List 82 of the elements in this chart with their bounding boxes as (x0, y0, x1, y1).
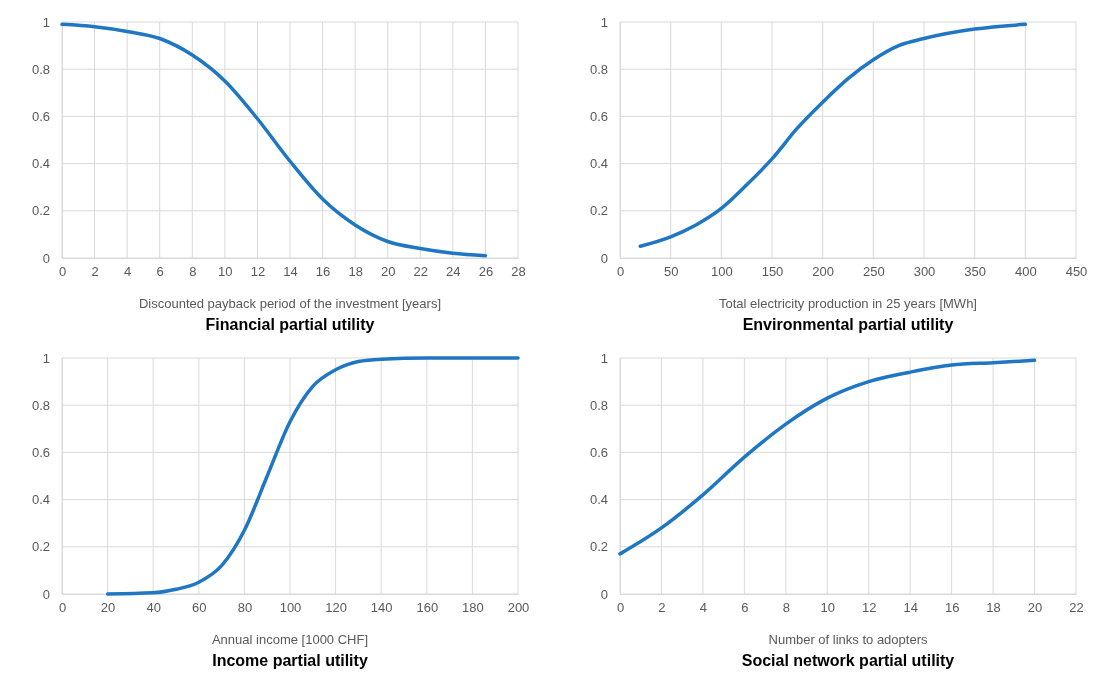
x-tick-label: 200 (812, 264, 835, 280)
x-tick-label: 120 (325, 600, 347, 616)
y-tick-label: 0 (42, 250, 50, 266)
y-tick-label: 0.8 (589, 397, 608, 413)
x-tick-label: 350 (964, 264, 987, 280)
x-tick-label: 80 (237, 600, 253, 616)
y-tick-label: 0 (600, 250, 608, 266)
line-series (638, 22, 1028, 248)
y-tick-label: 0.2 (589, 539, 608, 555)
x-tick-label: 140 (370, 600, 393, 616)
x-tick-label: 2 (91, 264, 99, 280)
y-tick-label: 0.4 (31, 156, 50, 172)
y-tick-label: 0.8 (31, 397, 50, 413)
x-tick-label: 14 (903, 600, 918, 616)
x-axis-title: Discounted payback period of the investment [years] (138, 296, 442, 311)
line-series (618, 358, 1037, 556)
y-tick-label: 1 (600, 350, 608, 366)
y-tick-label: 0.8 (589, 61, 608, 77)
x-axis-title: Total electricity production in 25 years [MWh] (719, 296, 977, 311)
y-tick-label: 0.2 (31, 203, 50, 219)
y-tick-label: 1 (42, 14, 50, 30)
text: Income partial utility (212, 652, 368, 669)
x-tick-label: 8 (189, 264, 197, 280)
x-tick-label: 20 (1027, 600, 1043, 616)
x-tick-label: 12 (861, 600, 877, 616)
x-tick-label: 22 (1069, 600, 1084, 616)
x-tick-label: 20 (380, 264, 396, 280)
x-tick-label: 0 (616, 264, 625, 280)
x-tick-label: 20 (100, 600, 116, 616)
x-tick-label: 2 (658, 600, 666, 616)
y-tick-label: 1 (42, 350, 50, 366)
x-tick-label: 40 (146, 600, 161, 616)
x-tick-label: 6 (156, 264, 164, 280)
x-tick-label: 400 (1014, 264, 1037, 280)
x-tick-label: 200 (507, 600, 530, 616)
y-tick-label: 0.6 (31, 445, 50, 461)
x-tick-label: 10 (218, 264, 233, 280)
y-tick-label: 1 (600, 14, 608, 30)
x-tick-label: 0 (58, 600, 67, 616)
x-tick-label: 24 (446, 264, 461, 280)
x-tick-label: 300 (913, 264, 936, 280)
y-tick-label: 0.2 (31, 539, 50, 555)
x-tick-label: 28 (511, 264, 526, 280)
x-tick-label: 0 (616, 600, 625, 616)
y-tick-label: 0 (42, 586, 50, 602)
y-tick-label: 0.2 (589, 203, 608, 219)
x-tick-label: 18 (348, 264, 363, 280)
x-tick-label: 0 (58, 264, 67, 280)
x-tick-label: 160 (416, 600, 439, 616)
x-tick-label: 100 (279, 600, 302, 616)
text: Social network partial utility (741, 652, 955, 669)
x-tick-label: 18 (986, 600, 1001, 616)
x-axis-title: Number of links to adopters (768, 632, 928, 647)
x-tick-label: 50 (663, 264, 679, 280)
y-tick-label: 0.8 (31, 61, 50, 77)
x-tick-label: 4 (124, 264, 132, 280)
text: Financial partial utility (205, 316, 375, 333)
y-tick-label: 0.6 (589, 445, 608, 461)
x-tick-label: 150 (761, 264, 784, 280)
x-tick-label: 4 (699, 600, 708, 616)
y-tick-label: 0.6 (31, 109, 50, 125)
x-tick-label: 16 (944, 600, 960, 616)
y-tick-label: 0.4 (589, 492, 608, 508)
y-tick-label: 0.6 (589, 109, 608, 125)
x-tick-label: 450 (1065, 264, 1088, 280)
x-tick-label: 60 (192, 600, 207, 616)
text: Environmental partial utility (742, 316, 954, 333)
x-tick-label: 12 (250, 264, 266, 280)
x-tick-label: 10 (820, 600, 836, 616)
x-tick-label: 180 (462, 600, 484, 616)
x-tick-label: 6 (741, 600, 749, 616)
y-tick-label: 0.4 (31, 492, 50, 508)
x-tick-label: 16 (315, 264, 331, 280)
x-tick-label: 100 (710, 264, 733, 280)
x-axis-title: Annual income [1000 CHF] (211, 632, 369, 647)
x-tick-label: 250 (862, 264, 885, 280)
x-tick-label: 22 (413, 264, 429, 280)
y-tick-label: 0 (600, 586, 608, 602)
x-tick-label: 8 (782, 600, 790, 616)
x-tick-label: 14 (283, 264, 298, 280)
y-tick-label: 0.4 (589, 156, 608, 172)
x-tick-label: 26 (478, 264, 494, 280)
